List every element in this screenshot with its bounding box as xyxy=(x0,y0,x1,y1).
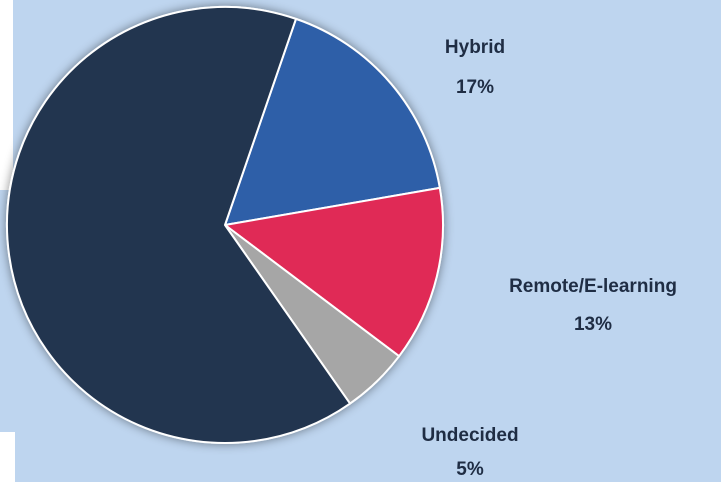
pie xyxy=(6,6,444,444)
slice-value-label: 13% xyxy=(574,314,612,335)
slice-value-label: 17% xyxy=(456,77,494,98)
slice-value-label: 5% xyxy=(456,459,484,480)
labels: Hybrid 17% Remote/E-learning 13% Undecided 5% xyxy=(421,37,677,480)
margin xyxy=(0,0,13,190)
margin xyxy=(0,432,15,482)
slice-label: Undecided xyxy=(421,425,518,446)
pie-slice xyxy=(224,186,444,358)
slice-label: Remote/E-learning xyxy=(509,276,677,297)
slice-label: Hybrid xyxy=(445,37,505,58)
pie-slice xyxy=(6,6,352,444)
